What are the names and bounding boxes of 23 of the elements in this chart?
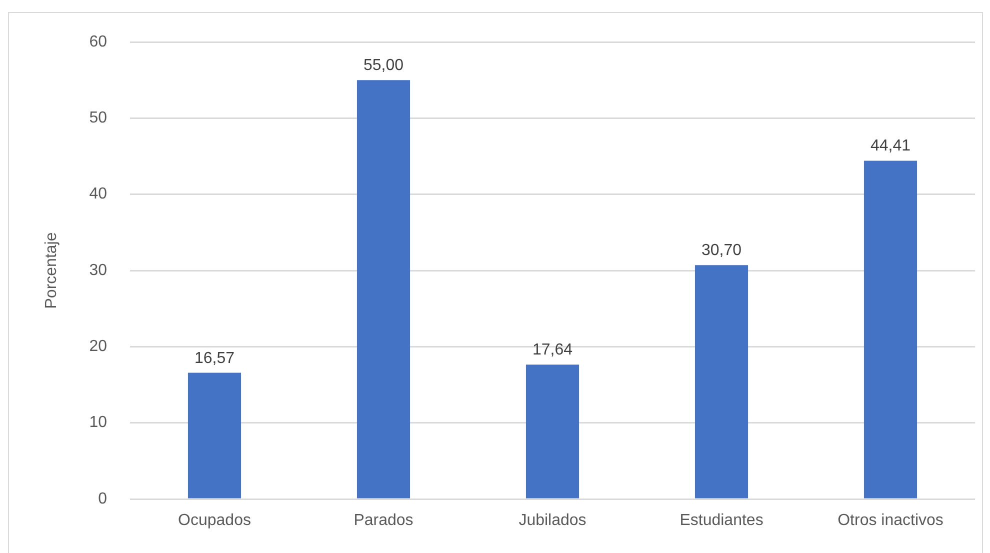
y-axis-title: Porcentaje (43, 232, 60, 309)
bar (188, 372, 242, 498)
data-label: 55,00 (363, 57, 404, 74)
data-label: 30,70 (701, 242, 742, 260)
x-tick-label: Ocupados (178, 512, 251, 530)
bar (864, 160, 918, 498)
data-label: 44,41 (870, 138, 911, 155)
y-tick-label: 60 (89, 33, 108, 50)
y-tick-label: 50 (89, 110, 108, 127)
y-tick-label: 30 (89, 262, 108, 279)
x-tick-label: Otros inactivos (838, 512, 944, 530)
bar (356, 80, 410, 498)
x-tick-label: Parados (354, 512, 414, 530)
y-tick-label: 20 (89, 338, 108, 356)
y-tick-label: 0 (98, 490, 108, 508)
data-label: 17,64 (532, 342, 573, 359)
x-tick-label: Estudiantes (680, 512, 764, 530)
bar (526, 364, 580, 498)
y-tick-label: 40 (89, 186, 108, 203)
data-label: 16,57 (194, 350, 235, 367)
y-tick-label: 10 (89, 414, 108, 432)
bar (694, 265, 748, 498)
x-tick-label: Jubilados (518, 512, 586, 530)
